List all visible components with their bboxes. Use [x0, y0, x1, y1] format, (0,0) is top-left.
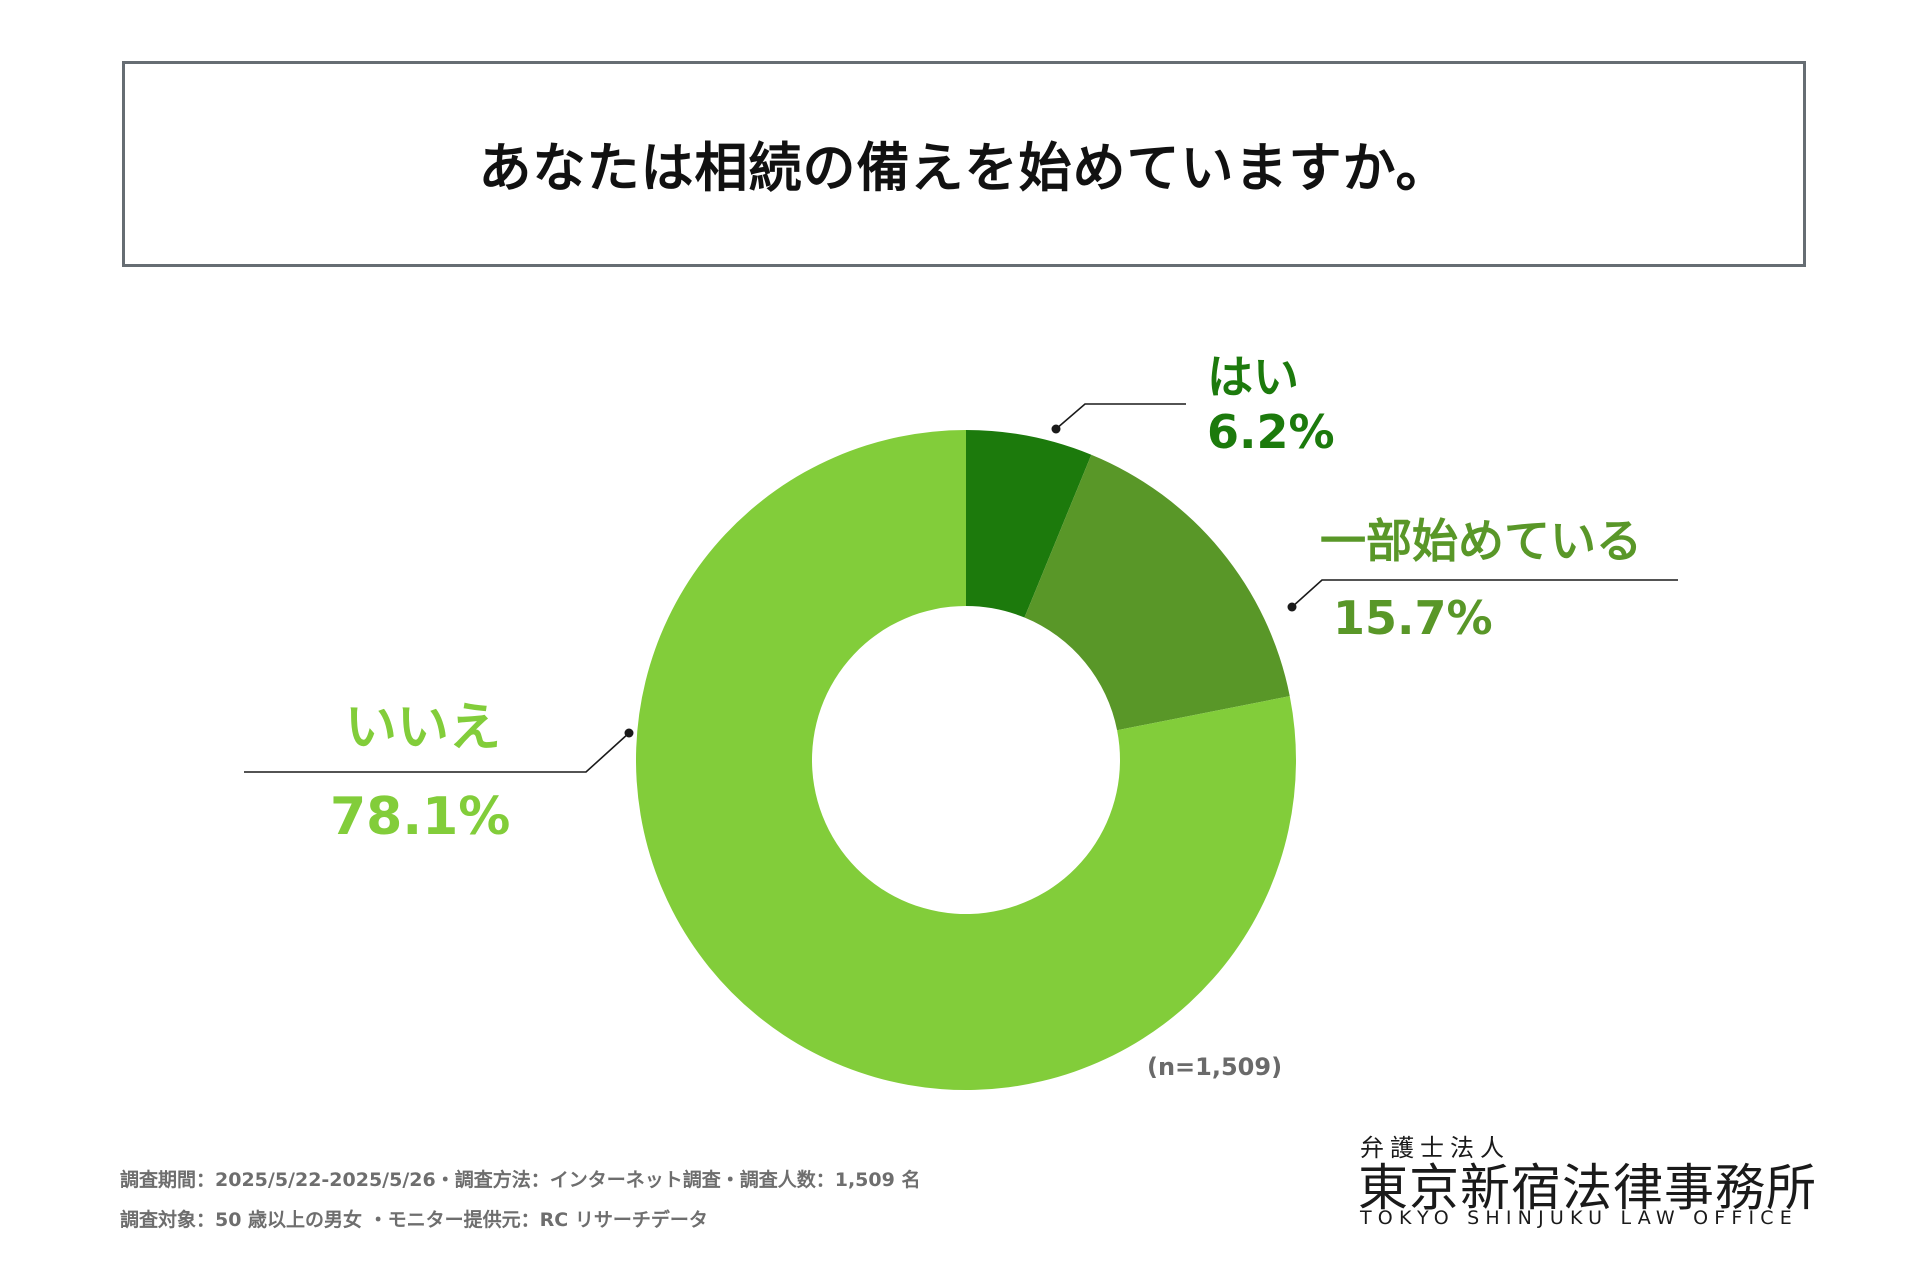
- leader-dot-partial: [1287, 602, 1297, 612]
- leader-line-partial: [1291, 579, 1678, 608]
- footnote-survey-period: 調査期間：2025/5/22-2025/5/26・調査方法：インターネット調査・…: [120, 1169, 921, 1191]
- leader-dot-no: [624, 728, 634, 738]
- leader-dot-yes: [1051, 424, 1061, 434]
- logo-name: 東京新宿法律事務所: [1358, 1159, 1817, 1217]
- label-yes: はい: [1207, 350, 1299, 404]
- law-office-logo: 弁護士法人 東京新宿法律事務所 TOKYO SHINJUKU LAW OFFIC…: [1358, 1128, 1818, 1230]
- footnote-survey-target: 調査対象：50 歳以上の男女 ・モニター提供元：RC リサーチデータ: [120, 1209, 708, 1231]
- leader-line-no: [244, 732, 630, 773]
- logo-subtitle: 弁護士法人: [1360, 1134, 1510, 1162]
- value-label-yes: 6.2%: [1207, 405, 1335, 459]
- slice-yes: [966, 430, 1092, 618]
- chart-title: あなたは相続の備えを始めていますか。: [478, 138, 1450, 199]
- title-box: あなたは相続の備えを始めていますか。: [122, 61, 1806, 267]
- value-label-no: 78.1%: [330, 787, 510, 847]
- slice-no: [635, 430, 1296, 1090]
- label-no: いいえ: [345, 698, 501, 758]
- donut-slices: [635, 430, 1296, 1090]
- logo-english-name: TOKYO SHINJUKU LAW OFFICE: [1360, 1207, 1798, 1229]
- slice-partial: [1024, 454, 1290, 731]
- sample-size-label: (n=1,509): [1147, 1053, 1282, 1081]
- value-label-partial: 15.7%: [1333, 591, 1493, 645]
- label-partial: 一部始めている: [1320, 514, 1642, 568]
- leader-line-yes: [1055, 403, 1186, 430]
